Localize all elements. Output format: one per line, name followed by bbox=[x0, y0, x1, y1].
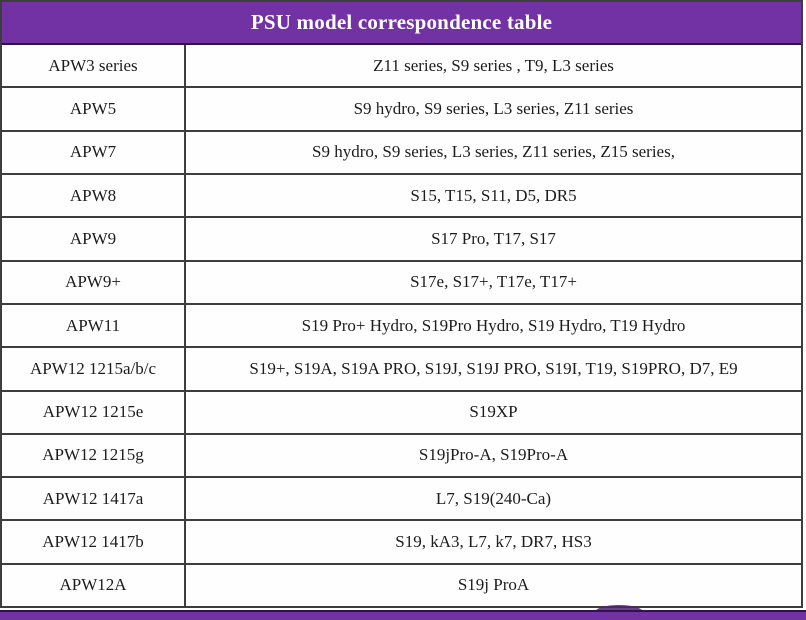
table-row: APW11 S19 Pro+ Hydro, S19Pro Hydro, S19 … bbox=[2, 304, 801, 349]
miner-models-cell: S19XP bbox=[469, 402, 518, 422]
miner-models-cell: S19 Pro+ Hydro, S19Pro Hydro, S19 Hydro,… bbox=[301, 315, 686, 335]
psu-model-cell: APW11 bbox=[2, 304, 186, 347]
table-row: APW7 S9 hydro, S9 series, L3 series, Z11… bbox=[2, 131, 801, 175]
table-row: APW5 S9 hydro, S9 series, L3 series, Z11… bbox=[2, 88, 801, 132]
psu-model-cell: APW8 bbox=[2, 174, 186, 217]
miner-models-cell: S19jPro-A, S19Pro-A bbox=[418, 445, 569, 465]
table-row: APW8 S15, T15, S11, D5, DR5 bbox=[2, 174, 801, 219]
table-row: APW9+ S17e, S17+, T17e, T17+ bbox=[2, 261, 801, 305]
psu-model-cell: APW12 1215a/b/c bbox=[2, 348, 186, 390]
miner-models-cell: Z11 series, S9 series , T9, L3 series bbox=[373, 55, 614, 75]
table-row: APW12 1417a L7, S19(240-Ca) bbox=[2, 478, 801, 522]
table-title: PSU model correspondence table bbox=[250, 10, 553, 34]
table-row: APW12A S19j ProA bbox=[2, 564, 801, 607]
table-row: APW12 1215g S19jPro-A, S19Pro-A bbox=[2, 434, 801, 479]
table-body: APW3 series Z11 series, S9 series , T9, … bbox=[2, 45, 801, 607]
psu-model-cell: APW7 bbox=[2, 131, 186, 173]
table-row: APW9 S17 Pro, T17, S17 bbox=[2, 218, 801, 262]
miner-models-cell: S19, kA3, L7, k7, DR7, HS3 bbox=[395, 532, 592, 552]
psu-model-cell: APW12A bbox=[2, 564, 186, 607]
miner-models-cell: S17 Pro, T17, S17 bbox=[431, 228, 556, 248]
cropped-shape-artifact bbox=[595, 605, 643, 612]
miner-models-cell: S19+, S19A, S19A PRO, S19J, S19J PRO, S1… bbox=[249, 358, 738, 378]
psu-model-cell: APW9+ bbox=[2, 261, 186, 303]
psu-model-cell: APW9 bbox=[2, 218, 186, 260]
miner-models-cell: S17e, S17+, T17e, T17+ bbox=[410, 272, 577, 292]
miner-models-cell: S15, T15, S11, D5, DR5 bbox=[410, 185, 577, 205]
bottom-purple-bar bbox=[0, 610, 806, 620]
table-header: PSU model correspondence table bbox=[2, 2, 801, 45]
table-row: APW3 series Z11 series, S9 series , T9, … bbox=[2, 45, 801, 89]
table-row: APW12 1215a/b/c S19+, S19A, S19A PRO, S1… bbox=[2, 348, 801, 392]
miner-models-cell: L7, S19(240-Ca) bbox=[435, 488, 552, 508]
table-row: APW12 1215e S19XP bbox=[2, 391, 801, 435]
miner-models-cell: S19j ProA bbox=[457, 575, 530, 595]
psu-model-cell: APW12 1417b bbox=[2, 521, 186, 563]
psu-model-cell: APW5 bbox=[2, 88, 186, 130]
table-row: APW12 1417b S19, kA3, L7, k7, DR7, HS3 bbox=[2, 521, 801, 565]
psu-model-cell: APW3 series bbox=[2, 45, 186, 87]
miner-models-cell: S9 hydro, S9 series, L3 series, Z11 seri… bbox=[353, 98, 634, 118]
psu-model-cell: APW12 1215g bbox=[2, 434, 186, 477]
psu-correspondence-table: PSU model correspondence table APW3 seri… bbox=[0, 0, 803, 608]
psu-model-cell: APW12 1215e bbox=[2, 391, 186, 433]
psu-model-cell: APW12 1417a bbox=[2, 478, 186, 520]
miner-models-cell: S9 hydro, S9 series, L3 series, Z11 seri… bbox=[312, 142, 675, 162]
